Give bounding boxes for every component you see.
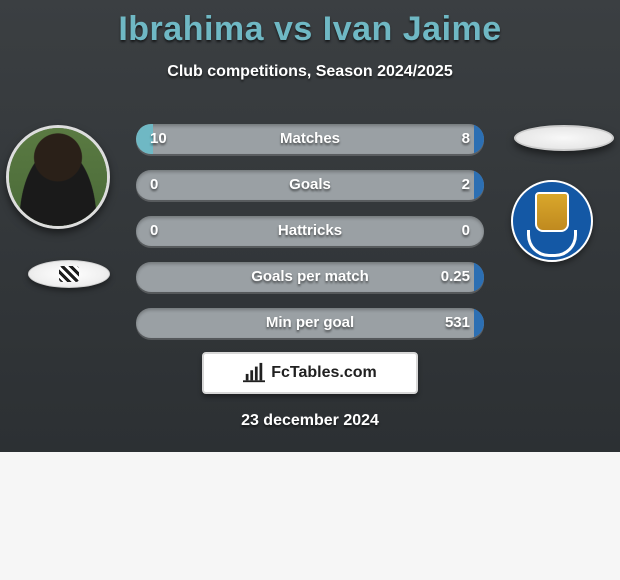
club-badge-left-icon — [28, 260, 110, 288]
brand-badge: FcTables.com — [202, 352, 418, 394]
stat-value-right: 531 — [445, 308, 470, 338]
stat-label: Goals — [136, 170, 484, 200]
stats-bars: Matches108Goals02Hattricks00Goals per ma… — [136, 124, 484, 354]
stat-value-right: 0.25 — [441, 262, 470, 292]
stat-label: Matches — [136, 124, 484, 154]
player-silhouette-icon — [9, 128, 107, 226]
page-title: Ibrahima vs Ivan Jaime — [0, 0, 620, 49]
stat-value-right: 8 — [462, 124, 470, 154]
stat-row: Matches10 8 — [136, 124, 484, 154]
stat-label: Min per goal — [136, 308, 484, 338]
stat-value-right: 2 — [462, 170, 470, 200]
bar-chart-icon — [243, 362, 265, 384]
stat-value-right: 0 — [462, 216, 470, 246]
stat-row: Min per goal531 — [136, 308, 484, 338]
stat-value-left: 0 — [150, 170, 158, 200]
generated-date: 23 december 2024 — [0, 412, 620, 430]
stat-label: Goals per match — [136, 262, 484, 292]
stat-row: Hattricks0 0 — [136, 216, 484, 246]
club-badge-right-icon — [511, 180, 593, 262]
stat-value-left: 10 — [150, 124, 167, 154]
stat-label: Hattricks — [136, 216, 484, 246]
page-subtitle: Club competitions, Season 2024/2025 — [0, 63, 620, 81]
brand-text: FcTables.com — [271, 364, 377, 382]
stat-row: Goals0 2 — [136, 170, 484, 200]
stat-value-left: 0 — [150, 216, 158, 246]
player-right-photo — [514, 125, 614, 151]
comparison-card: Ibrahima vs Ivan Jaime Club competitions… — [0, 0, 620, 452]
player-left-photo — [6, 125, 110, 229]
stat-row: Goals per match0.25 — [136, 262, 484, 292]
